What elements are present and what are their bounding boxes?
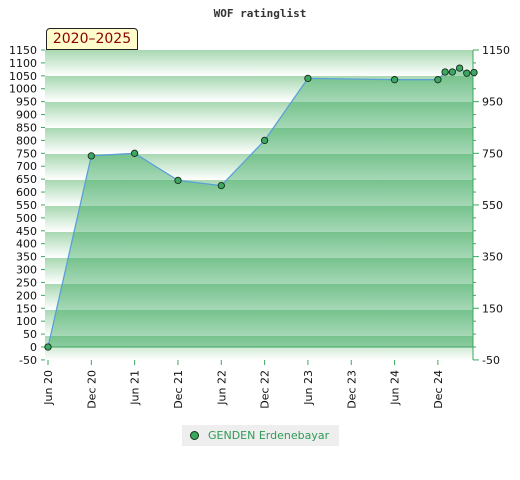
y-tick-label-left: -50	[19, 354, 37, 367]
x-tick-label: Jun 21	[129, 370, 142, 406]
x-tick-label: Jun 24	[389, 370, 402, 406]
y-axis-right: -50 150 350 550 750 950 1150	[472, 44, 510, 367]
data-points	[44, 64, 478, 351]
y-tick-label-left: 1000	[9, 83, 37, 96]
y-tick-label-right: 550	[482, 199, 503, 212]
x-tick-label: Dec 23	[345, 370, 358, 409]
data-point[interactable]	[455, 64, 464, 72]
plot-band	[45, 206, 473, 232]
legend-marker-icon	[190, 431, 199, 440]
data-point[interactable]	[390, 76, 399, 84]
data-point[interactable]	[44, 343, 52, 351]
y-tick-label-right: 750	[482, 147, 503, 160]
y-tick-label-left: 1100	[9, 57, 37, 70]
plot-band	[45, 310, 473, 336]
plot-band	[45, 336, 473, 360]
y-tick-label-left: 350	[16, 251, 37, 264]
y-tick-label-right: 350	[482, 251, 503, 264]
x-tick-label: Dec 21	[172, 370, 185, 409]
legend[interactable]: GENDEN Erdenebayar	[182, 425, 339, 446]
x-tick-label: Dec 22	[259, 370, 272, 409]
y-tick-label-left: 600	[16, 186, 37, 199]
legend-label: GENDEN Erdenebayar	[208, 429, 330, 442]
x-tick-label: Jun 23	[302, 370, 315, 406]
y-tick-label-right: 950	[482, 96, 503, 109]
y-tick-label-right: 150	[482, 302, 503, 315]
data-point[interactable]	[463, 69, 471, 77]
plot-band	[45, 102, 473, 128]
y-tick-label-left: 550	[16, 199, 37, 212]
x-tick-label: Dec 20	[85, 370, 98, 409]
y-tick-label-right: -50	[482, 354, 500, 367]
plot-band	[45, 284, 473, 310]
plot-band	[45, 50, 473, 76]
y-axis-left: -500501001502002503003504004505005506006…	[9, 44, 45, 367]
data-point[interactable]	[304, 74, 312, 83]
y-tick-label-left: 1150	[9, 44, 37, 57]
y-tick-label-left: 300	[16, 264, 37, 277]
y-tick-label-left: 0	[30, 341, 37, 354]
data-point[interactable]	[434, 76, 442, 84]
y-tick-label-left: 800	[16, 134, 37, 147]
y-tick-label-left: 650	[16, 173, 37, 186]
plot-band	[45, 154, 473, 180]
x-tick-label: Jun 20	[42, 370, 55, 406]
data-point[interactable]	[260, 136, 269, 145]
x-tick-label: Jun 22	[215, 370, 228, 406]
y-tick-label-left: 50	[23, 328, 37, 341]
chart-title: WOF ratinglist	[214, 7, 307, 20]
x-tick-label: Dec 24	[432, 370, 445, 409]
x-axis: Jun 20 Dec 20 Jun 21 Dec 21 Jun 22 Dec 22 Jun …	[42, 360, 445, 409]
data-point[interactable]	[470, 68, 478, 77]
y-tick-label-left: 950	[16, 96, 37, 109]
y-tick-label-left: 200	[16, 289, 37, 302]
y-tick-label-left: 450	[16, 225, 37, 238]
data-point[interactable]	[441, 68, 449, 76]
y-tick-label-left: 700	[16, 160, 37, 173]
y-tick-label-left: 100	[16, 315, 37, 328]
data-point[interactable]	[174, 176, 182, 185]
data-point[interactable]	[217, 181, 225, 190]
y-tick-label-left: 850	[16, 121, 37, 134]
y-tick-label-left: 400	[16, 238, 37, 251]
y-tick-label-left: 250	[16, 276, 37, 289]
series-area	[48, 68, 473, 347]
y-tick-label-left: 900	[16, 109, 37, 122]
period-label: 2020–2025	[46, 28, 138, 50]
y-tick-label-left: 500	[16, 212, 37, 225]
data-point[interactable]	[130, 149, 139, 157]
plot-band	[45, 258, 473, 284]
y-tick-label-left: 750	[16, 147, 37, 160]
plot-band	[45, 128, 473, 154]
y-tick-label-left: 150	[16, 302, 37, 315]
plot-band	[45, 232, 473, 258]
plot-band	[45, 180, 473, 206]
y-tick-label-left: 1050	[9, 70, 37, 83]
y-tick-label-right: 1150	[482, 44, 510, 57]
data-point[interactable]	[87, 152, 95, 160]
data-point[interactable]	[448, 68, 456, 76]
